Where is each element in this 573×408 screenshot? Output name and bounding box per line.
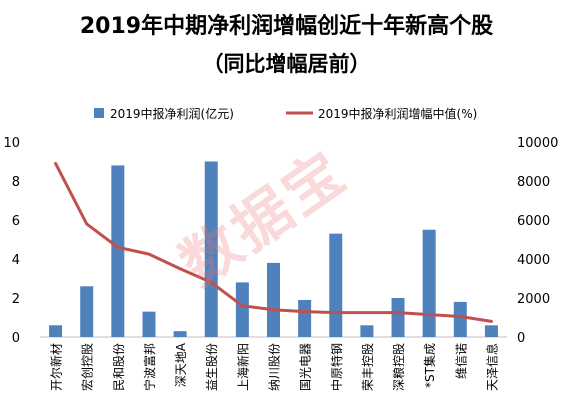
bar (111, 165, 125, 337)
y-left-tick-label: 10 (3, 136, 20, 151)
x-tick-label: 荣丰控股 (361, 343, 375, 391)
y-right-tick-label: 2000 (517, 292, 550, 307)
y-right-tick-label: 0 (517, 331, 525, 346)
legend-label-bar: 2019中报净利润(亿元) (110, 106, 234, 121)
bar (235, 282, 249, 337)
bar (329, 233, 343, 337)
x-tick-label: 上海新阳 (235, 343, 250, 391)
y-right-tick-label: 6000 (517, 214, 550, 229)
chart-title: 2019年中期净利润增幅创近十年新高个股 (79, 14, 494, 39)
y-left-tick-label: 2 (12, 292, 20, 307)
x-tick-label: 宏创控股 (80, 343, 95, 391)
y-right-tick-label: 8000 (517, 175, 550, 190)
x-tick-label: 国光电器 (299, 343, 313, 391)
x-tick-label: *ST集成 (422, 343, 437, 388)
bar (484, 325, 498, 337)
bar (391, 298, 405, 337)
y-left-tick-label: 4 (12, 253, 20, 268)
legend-swatch-bar (94, 108, 104, 118)
bar (142, 311, 156, 337)
legend-label-line: 2019中报净利润增幅中值(%) (318, 106, 477, 121)
x-tick-label: 宁波富邦 (142, 343, 157, 391)
x-tick-label: 深粮控股 (391, 343, 406, 391)
x-tick-label: 维信诺 (454, 343, 468, 379)
series-line (54, 161, 493, 323)
bar (80, 286, 94, 337)
bar (422, 229, 436, 337)
bar (298, 299, 312, 337)
bar (360, 325, 374, 337)
y-right-tick-label: 10000 (517, 136, 558, 151)
x-tick-label: 中原特钢 (329, 343, 344, 391)
y-left-tick-label: 8 (12, 175, 20, 190)
y-left-tick-label: 6 (12, 214, 20, 229)
x-tick-label: 益生股份 (205, 343, 219, 391)
x-tick-label: 纳川股份 (268, 343, 282, 391)
y-left-tick-label: 0 (12, 331, 20, 346)
x-tick-label: 深天地A (174, 342, 188, 387)
bar (173, 331, 187, 337)
x-tick-label: 天泽信息 (484, 343, 499, 391)
x-tick-label: 开尔新材 (49, 343, 64, 391)
x-tick-label: 民和股份 (112, 343, 126, 391)
bar (204, 161, 218, 337)
bar (267, 262, 280, 337)
y-right-tick-label: 4000 (517, 253, 550, 268)
bar (453, 301, 467, 337)
chart-subtitle: （同比增幅居前） (202, 52, 371, 76)
bar (49, 325, 63, 337)
